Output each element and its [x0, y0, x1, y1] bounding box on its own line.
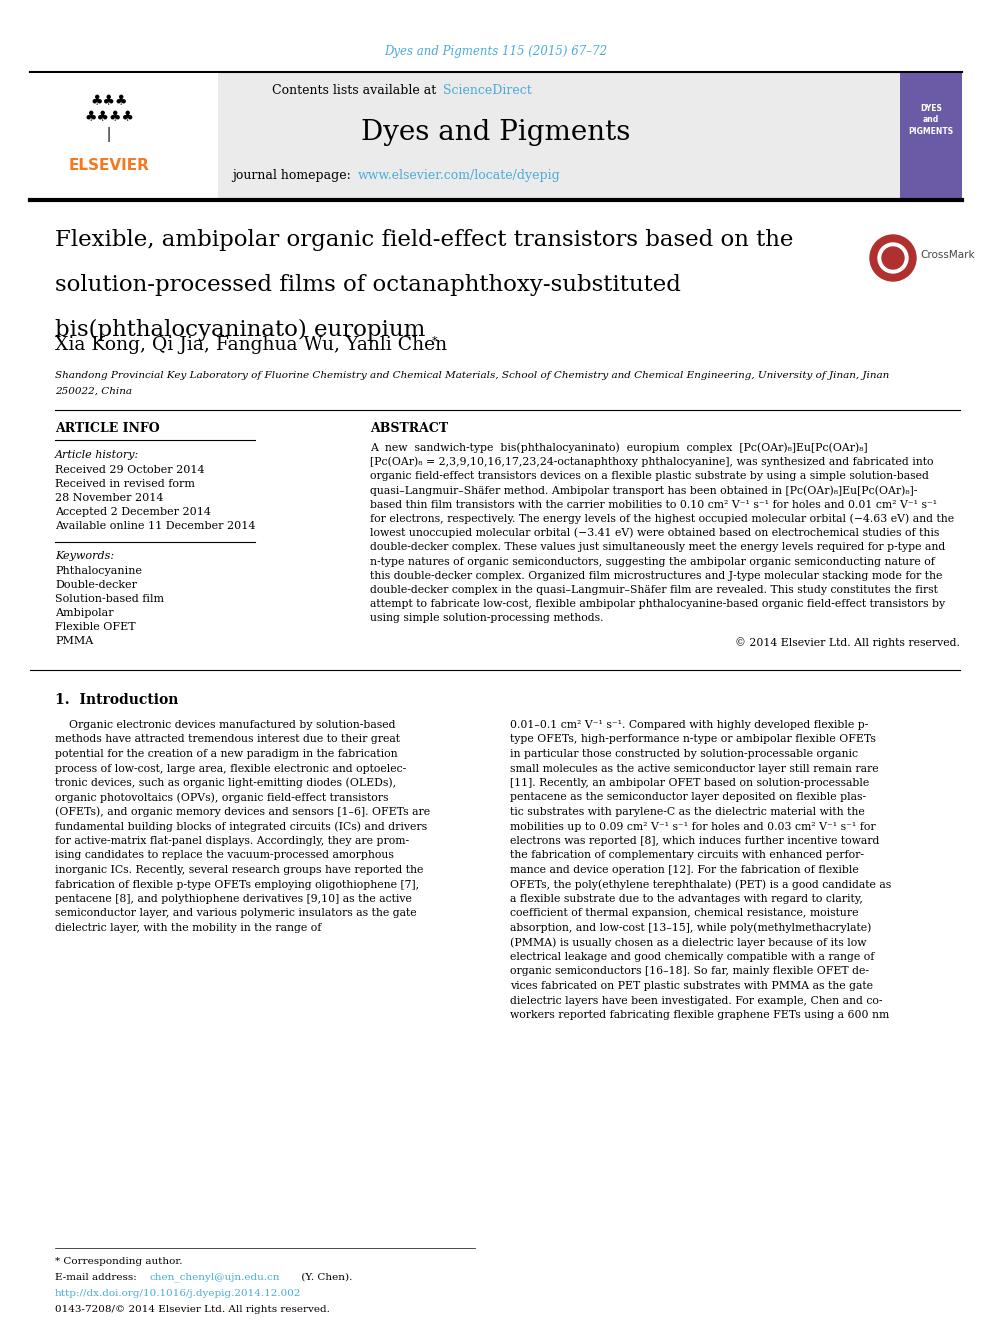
Text: pentacene [8], and polythiophene derivatives [9,10] as the active: pentacene [8], and polythiophene derivat…: [55, 894, 412, 904]
Text: © 2014 Elsevier Ltd. All rights reserved.: © 2014 Elsevier Ltd. All rights reserved…: [735, 638, 960, 648]
Text: dielectric layer, with the mobility in the range of: dielectric layer, with the mobility in t…: [55, 923, 321, 933]
Text: Contents lists available at: Contents lists available at: [272, 83, 440, 97]
Text: Dyes and Pigments: Dyes and Pigments: [361, 119, 631, 147]
Text: attempt to fabricate low-cost, flexible ambipolar phthalocyanine-based organic f: attempt to fabricate low-cost, flexible …: [370, 599, 945, 609]
Text: 28 November 2014: 28 November 2014: [55, 493, 164, 503]
Text: Phthalocyanine: Phthalocyanine: [55, 566, 142, 576]
Text: (OFETs), and organic memory devices and sensors [1–6]. OFETs are: (OFETs), and organic memory devices and …: [55, 807, 431, 818]
Text: * Corresponding author.: * Corresponding author.: [55, 1257, 183, 1266]
Text: process of low-cost, large area, flexible electronic and optoelec-: process of low-cost, large area, flexibl…: [55, 763, 407, 774]
Circle shape: [882, 247, 904, 269]
Text: Flexible OFET: Flexible OFET: [55, 622, 136, 632]
Text: 1.  Introduction: 1. Introduction: [55, 693, 179, 706]
Text: methods have attracted tremendous interest due to their great: methods have attracted tremendous intere…: [55, 734, 400, 745]
Text: small molecules as the active semiconductor layer still remain rare: small molecules as the active semiconduc…: [510, 763, 879, 774]
Text: ♣♣♣
♣♣♣♣
  |: ♣♣♣ ♣♣♣♣ |: [84, 94, 134, 142]
Text: pentacene as the semiconductor layer deposited on flexible plas-: pentacene as the semiconductor layer dep…: [510, 792, 866, 803]
Text: OFETs, the poly(ethylene terephthalate) (PET) is a good candidate as: OFETs, the poly(ethylene terephthalate) …: [510, 880, 891, 890]
Text: mobilities up to 0.09 cm² V⁻¹ s⁻¹ for holes and 0.03 cm² V⁻¹ s⁻¹ for: mobilities up to 0.09 cm² V⁻¹ s⁻¹ for ho…: [510, 822, 876, 831]
Text: quasi–Langmuir–Shäfer method. Ambipolar transport has been obtained in [Pc(OAr)₈: quasi–Langmuir–Shäfer method. Ambipolar …: [370, 486, 918, 496]
Text: 250022, China: 250022, China: [55, 386, 132, 396]
Text: in particular those constructed by solution-processable organic: in particular those constructed by solut…: [510, 749, 858, 759]
Text: solution-processed films of octanaphthoxy-substituted: solution-processed films of octanaphthox…: [55, 274, 681, 296]
Text: workers reported fabricating flexible graphene FETs using a 600 nm: workers reported fabricating flexible gr…: [510, 1009, 889, 1020]
Text: PMMA: PMMA: [55, 636, 93, 646]
Text: *: *: [432, 336, 437, 347]
Text: A  new  sandwich-type  bis(phthalocyaninato)  europium  complex  [Pc(OAr)₈]Eu[Pc: A new sandwich-type bis(phthalocyaninato…: [370, 443, 868, 454]
Text: organic field-effect transistors devices on a flexible plastic substrate by usin: organic field-effect transistors devices…: [370, 471, 929, 482]
Text: 0143-7208/© 2014 Elsevier Ltd. All rights reserved.: 0143-7208/© 2014 Elsevier Ltd. All right…: [55, 1304, 330, 1314]
Text: dielectric layers have been investigated. For example, Chen and co-: dielectric layers have been investigated…: [510, 995, 883, 1005]
Bar: [30, 73, 900, 200]
Bar: [30, 73, 218, 200]
Text: the fabrication of complementary circuits with enhanced perfor-: the fabrication of complementary circuit…: [510, 851, 864, 860]
Text: [11]. Recently, an ambipolar OFET based on solution-processable: [11]. Recently, an ambipolar OFET based …: [510, 778, 869, 789]
Text: potential for the creation of a new paradigm in the fabrication: potential for the creation of a new para…: [55, 749, 398, 759]
Text: Dyes and Pigments 115 (2015) 67–72: Dyes and Pigments 115 (2015) 67–72: [385, 45, 607, 58]
Text: fundamental building blocks of integrated circuits (ICs) and drivers: fundamental building blocks of integrate…: [55, 822, 428, 832]
Text: CrossMark: CrossMark: [920, 250, 974, 261]
Text: Article history:: Article history:: [55, 450, 139, 460]
Text: http://dx.doi.org/10.1016/j.dyepig.2014.12.002: http://dx.doi.org/10.1016/j.dyepig.2014.…: [55, 1290, 302, 1298]
Text: Organic electronic devices manufactured by solution-based: Organic electronic devices manufactured …: [55, 720, 396, 730]
Text: Solution-based film: Solution-based film: [55, 594, 164, 605]
Text: E-mail address:: E-mail address:: [55, 1273, 140, 1282]
Text: Shandong Provincial Key Laboratory of Fluorine Chemistry and Chemical Materials,: Shandong Provincial Key Laboratory of Fl…: [55, 370, 889, 380]
Text: electrons was reported [8], which induces further incentive toward: electrons was reported [8], which induce…: [510, 836, 879, 845]
Text: [Pc(OAr)₈ = 2,3,9,10,16,17,23,24-octanaphthoxy phthalocyanine], was synthesized : [Pc(OAr)₈ = 2,3,9,10,16,17,23,24-octanap…: [370, 456, 933, 467]
Text: organic photovoltaics (OPVs), organic field-effect transistors: organic photovoltaics (OPVs), organic fi…: [55, 792, 389, 803]
Text: using simple solution-processing methods.: using simple solution-processing methods…: [370, 614, 603, 623]
Text: ELSEVIER: ELSEVIER: [68, 157, 150, 172]
Text: Received 29 October 2014: Received 29 October 2014: [55, 464, 204, 475]
Text: double-decker complex. These values just simultaneously meet the energy levels r: double-decker complex. These values just…: [370, 542, 945, 553]
Text: Xia Kong, Qi Jia, Fanghua Wu, Yanli Chen: Xia Kong, Qi Jia, Fanghua Wu, Yanli Chen: [55, 336, 447, 355]
Text: vices fabricated on PET plastic substrates with PMMA as the gate: vices fabricated on PET plastic substrat…: [510, 980, 873, 991]
Text: Double-decker: Double-decker: [55, 579, 137, 590]
Text: fabrication of flexible p-type OFETs employing oligothiophene [7],: fabrication of flexible p-type OFETs emp…: [55, 880, 420, 889]
Text: chen_chenyl@ujn.edu.cn: chen_chenyl@ujn.edu.cn: [150, 1273, 281, 1282]
Text: (Y. Chen).: (Y. Chen).: [298, 1273, 352, 1282]
Text: journal homepage:: journal homepage:: [232, 168, 355, 181]
Text: bis(phthalocyaninato) europium: bis(phthalocyaninato) europium: [55, 319, 426, 341]
Text: Accepted 2 December 2014: Accepted 2 December 2014: [55, 507, 211, 517]
Text: ising candidates to replace the vacuum-processed amorphous: ising candidates to replace the vacuum-p…: [55, 851, 394, 860]
Text: Flexible, ambipolar organic field-effect transistors based on the: Flexible, ambipolar organic field-effect…: [55, 229, 794, 251]
Text: coefficient of thermal expansion, chemical resistance, moisture: coefficient of thermal expansion, chemic…: [510, 909, 858, 918]
Circle shape: [878, 243, 908, 273]
Text: type OFETs, high-performance n-type or ambipolar flexible OFETs: type OFETs, high-performance n-type or a…: [510, 734, 876, 745]
Text: absorption, and low-cost [13–15], while poly(methylmethacrylate): absorption, and low-cost [13–15], while …: [510, 922, 871, 933]
Text: www.elsevier.com/locate/dyepig: www.elsevier.com/locate/dyepig: [358, 168, 560, 181]
Text: electrical leakage and good chemically compatible with a range of: electrical leakage and good chemically c…: [510, 953, 874, 962]
Text: for active-matrix flat-panel displays. Accordingly, they are prom-: for active-matrix flat-panel displays. A…: [55, 836, 409, 845]
Bar: [900, 73, 962, 200]
Text: for electrons, respectively. The energy levels of the highest occupied molecular: for electrons, respectively. The energy …: [370, 513, 954, 524]
Text: based thin film transistors with the carrier mobilities to 0.10 cm² V⁻¹ s⁻¹ for : based thin film transistors with the car…: [370, 500, 937, 509]
Text: n-type natures of organic semiconductors, suggesting the ambipolar organic semic: n-type natures of organic semiconductors…: [370, 557, 934, 566]
Text: tronic devices, such as organic light-emitting diodes (OLEDs),: tronic devices, such as organic light-em…: [55, 778, 396, 789]
Text: Keywords:: Keywords:: [55, 550, 114, 561]
Text: (PMMA) is usually chosen as a dielectric layer because of its low: (PMMA) is usually chosen as a dielectric…: [510, 937, 866, 947]
Text: organic semiconductors [16–18]. So far, mainly flexible OFET de-: organic semiconductors [16–18]. So far, …: [510, 967, 869, 976]
Text: semiconductor layer, and various polymeric insulators as the gate: semiconductor layer, and various polymer…: [55, 909, 417, 918]
Text: ARTICLE INFO: ARTICLE INFO: [55, 422, 160, 434]
Text: ABSTRACT: ABSTRACT: [370, 422, 448, 434]
Text: tic substrates with parylene-C as the dielectric material with the: tic substrates with parylene-C as the di…: [510, 807, 865, 818]
Text: Received in revised form: Received in revised form: [55, 479, 195, 490]
Text: a flexible substrate due to the advantages with regard to clarity,: a flexible substrate due to the advantag…: [510, 894, 863, 904]
Text: double-decker complex in the quasi–Langmuir–Shäfer film are revealed. This study: double-decker complex in the quasi–Langm…: [370, 585, 937, 595]
Text: this double-decker complex. Organized film microstructures and J-type molecular : this double-decker complex. Organized fi…: [370, 570, 942, 581]
Text: Ambipolar: Ambipolar: [55, 609, 114, 618]
Text: 0.01–0.1 cm² V⁻¹ s⁻¹. Compared with highly developed flexible p-: 0.01–0.1 cm² V⁻¹ s⁻¹. Compared with high…: [510, 720, 868, 730]
Text: DYES
and
PIGMENTS: DYES and PIGMENTS: [909, 103, 953, 136]
Text: Available online 11 December 2014: Available online 11 December 2014: [55, 521, 256, 531]
Text: ScienceDirect: ScienceDirect: [443, 83, 532, 97]
Circle shape: [870, 235, 916, 280]
Text: mance and device operation [12]. For the fabrication of flexible: mance and device operation [12]. For the…: [510, 865, 859, 875]
Text: inorganic ICs. Recently, several research groups have reported the: inorganic ICs. Recently, several researc…: [55, 865, 424, 875]
Text: lowest unoccupied molecular orbital (−3.41 eV) were obtained based on electroche: lowest unoccupied molecular orbital (−3.…: [370, 528, 939, 538]
